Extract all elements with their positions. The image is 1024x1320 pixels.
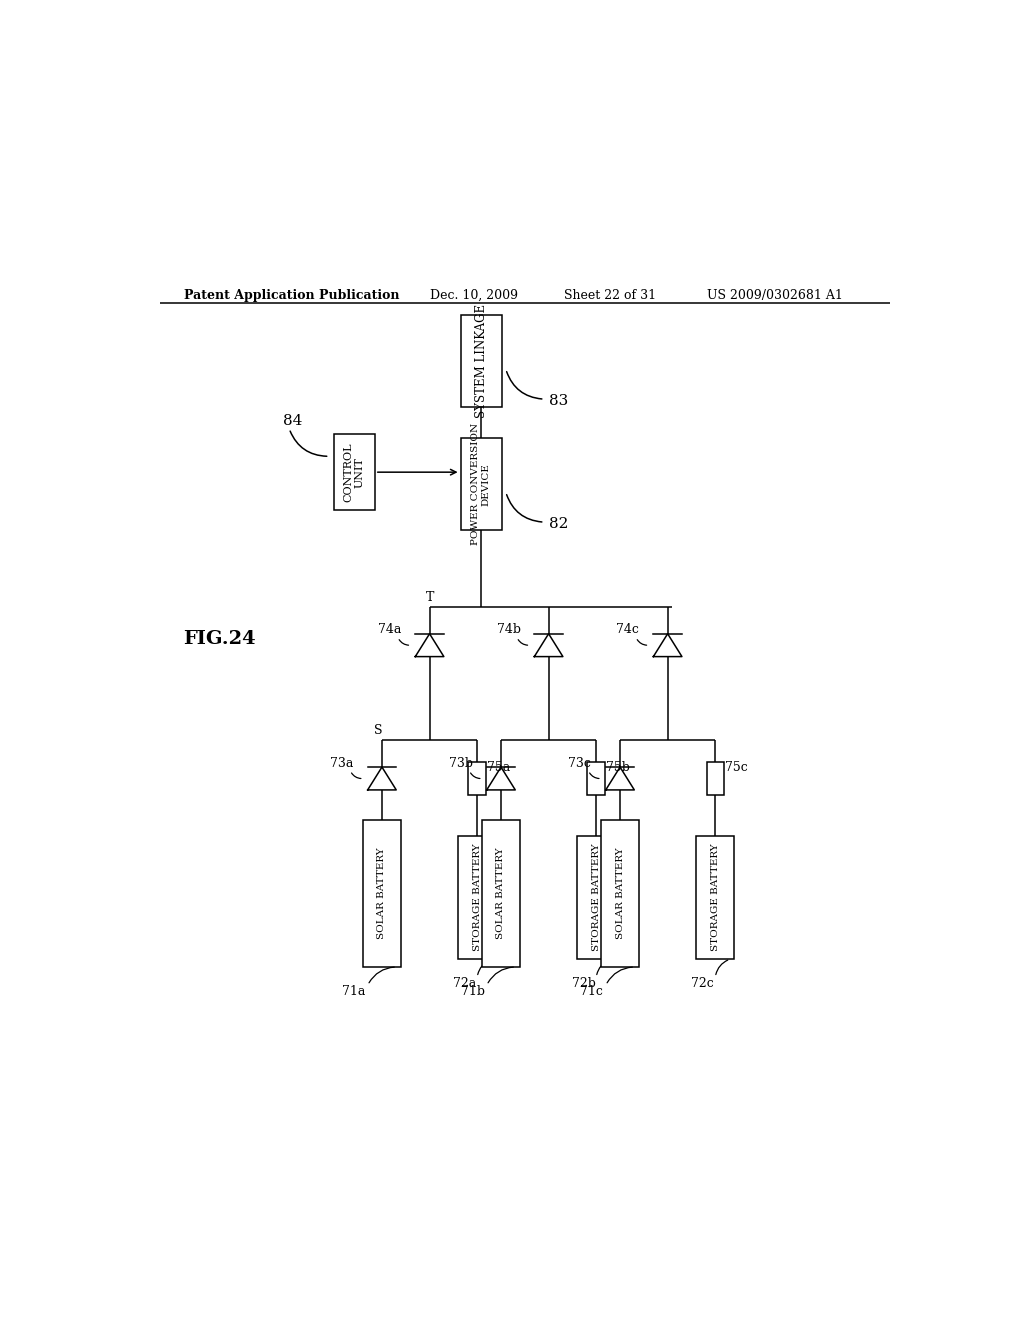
Text: 73b: 73b	[450, 756, 473, 770]
Text: CONTROL
UNIT: CONTROL UNIT	[343, 442, 365, 502]
Bar	[461, 438, 502, 529]
Text: 75b: 75b	[606, 760, 630, 774]
Bar	[578, 836, 615, 960]
Text: 72a: 72a	[454, 977, 476, 990]
Text: 74b: 74b	[497, 623, 521, 636]
Text: POWER CONVERSION
DEVICE: POWER CONVERSION DEVICE	[471, 422, 490, 545]
Text: 84: 84	[283, 413, 302, 428]
Bar	[601, 820, 639, 968]
Bar	[362, 820, 401, 968]
Text: STORAGE BATTERY: STORAGE BATTERY	[711, 843, 720, 952]
Text: SOLAR BATTERY: SOLAR BATTERY	[497, 847, 506, 940]
Text: US 2009/0302681 A1: US 2009/0302681 A1	[708, 289, 843, 302]
Text: 73a: 73a	[331, 756, 353, 770]
Text: 71a: 71a	[342, 985, 366, 998]
Text: 71c: 71c	[581, 985, 603, 998]
Text: 71b: 71b	[462, 985, 485, 998]
Text: SOLAR BATTERY: SOLAR BATTERY	[378, 847, 386, 940]
Text: Dec. 10, 2009: Dec. 10, 2009	[430, 289, 517, 302]
Bar	[334, 434, 375, 510]
Bar	[482, 820, 520, 968]
Text: STORAGE BATTERY: STORAGE BATTERY	[592, 843, 601, 952]
Text: SYSTEM LINKAGE: SYSTEM LINKAGE	[475, 304, 487, 418]
Text: FIG.24: FIG.24	[183, 630, 256, 648]
Text: STORAGE BATTERY: STORAGE BATTERY	[473, 843, 481, 952]
Text: Sheet 22 of 31: Sheet 22 of 31	[564, 289, 656, 302]
Text: 72b: 72b	[572, 977, 596, 990]
Text: 74c: 74c	[616, 623, 639, 636]
Text: 75a: 75a	[486, 760, 510, 774]
Text: 74a: 74a	[378, 623, 401, 636]
Bar	[588, 762, 605, 795]
Text: S: S	[374, 725, 383, 737]
Text: SOLAR BATTERY: SOLAR BATTERY	[615, 847, 625, 940]
Text: Patent Application Publication: Patent Application Publication	[183, 289, 399, 302]
Text: 75c: 75c	[725, 760, 748, 774]
Text: 73c: 73c	[568, 756, 591, 770]
Bar	[696, 836, 734, 960]
Text: T: T	[426, 591, 434, 603]
Bar	[707, 762, 724, 795]
Bar	[458, 836, 497, 960]
Text: 72c: 72c	[691, 977, 714, 990]
Text: 82: 82	[549, 516, 568, 531]
Text: 83: 83	[549, 393, 568, 408]
Bar	[468, 762, 486, 795]
Bar	[461, 315, 502, 407]
